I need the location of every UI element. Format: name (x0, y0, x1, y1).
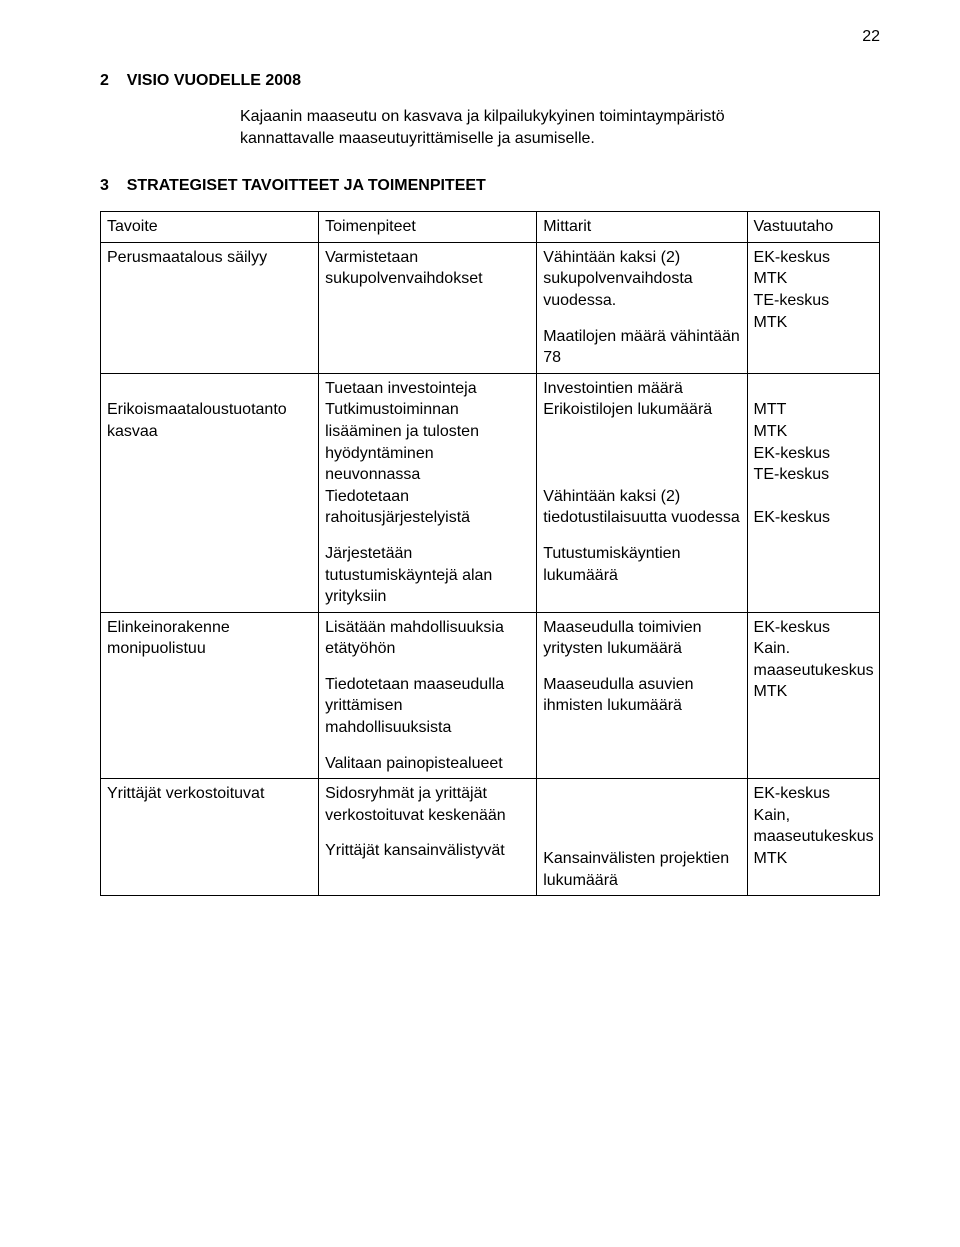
strategy-table: Tavoite Toimenpiteet Mittarit Vastuutaho… (100, 211, 880, 896)
cell-vastuutaho: EK-keskus Kain. maaseutukeskus MTK (747, 612, 879, 779)
section-number: 2 (100, 72, 109, 89)
metric-item: Erikoistilojen lukumäärä (543, 399, 740, 421)
col-tavoite: Tavoite (101, 212, 319, 243)
section-vision-title: 2 VISIO VUODELLE 2008 (100, 72, 880, 90)
metric-item: Maaseudulla asuvien ihmisten lukumäärä (543, 674, 740, 717)
owner-block: EK-keskus Kain. maaseutukeskus MTK (754, 617, 873, 703)
owner-block: EK-keskus Kain, maaseutukeskus MTK (754, 783, 873, 869)
action-item: Sidosryhmät ja yrittäjät verkostoituvat … (325, 783, 530, 826)
col-vastuutaho: Vastuutaho (747, 212, 879, 243)
cell-tavoite: Yrittäjät verkostoituvat (101, 779, 319, 896)
action-item: Tutkimustoiminnan lisääminen ja tulosten… (325, 399, 530, 485)
owner-line: MTK (754, 312, 873, 334)
metric-item: Kansainvälisten projektien lukumäärä (543, 848, 740, 891)
goal-text: Erikoismaataloustuotanto kasvaa (107, 399, 312, 442)
document-page: 22 2 VISIO VUODELLE 2008 Kajaanin maaseu… (0, 0, 960, 1247)
metric-item: Maaseudulla toimivien yritysten lukumäär… (543, 617, 740, 660)
cell-mittarit: Vähintään kaksi (2) sukupolvenvaihdosta … (537, 242, 747, 373)
action-item: Tiedotetaan maaseudulla yrittämisen mahd… (325, 674, 530, 739)
cell-vastuutaho: EK-keskus MTK TE-keskus MTK (747, 242, 879, 373)
cell-toimenpiteet: Varmistetaan sukupolvenvaihdokset (319, 242, 537, 373)
intro-paragraph: Kajaanin maaseutu on kasvava ja kilpailu… (240, 106, 820, 149)
col-mittarit: Mittarit (537, 212, 747, 243)
action-item: Lisätään mahdollisuuksia etätyöhön (325, 617, 530, 660)
col-toimenpiteet: Toimenpiteet (319, 212, 537, 243)
section-heading: STRATEGISET TAVOITTEET JA TOIMENPITEET (127, 177, 486, 194)
metric-item: Tutustumiskäyntien lukumäärä (543, 543, 740, 586)
cell-toimenpiteet: Lisätään mahdollisuuksia etätyöhön Tiedo… (319, 612, 537, 779)
action-item: Valitaan painopistealueet (325, 753, 530, 775)
table-header-row: Tavoite Toimenpiteet Mittarit Vastuutaho (101, 212, 880, 243)
owner-line: EK-keskus (754, 247, 873, 269)
page-number: 22 (862, 28, 880, 46)
cell-tavoite: Perusmaatalous säilyy (101, 242, 319, 373)
action-item: Tuetaan investointeja (325, 378, 530, 400)
cell-toimenpiteet: Sidosryhmät ja yrittäjät verkostoituvat … (319, 779, 537, 896)
action-item: Järjestetään tutustumiskäyntejä alan yri… (325, 543, 530, 608)
cell-tavoite: Elinkeinorakenne monipuolistuu (101, 612, 319, 779)
cell-mittarit: Kansainvälisten projektien lukumäärä (537, 779, 747, 896)
cell-vastuutaho: MTT MTK EK-keskus TE-keskus EK-keskus (747, 373, 879, 612)
table-row: Perusmaatalous säilyy Varmistetaan sukup… (101, 242, 880, 373)
cell-tavoite: Erikoismaataloustuotanto kasvaa (101, 373, 319, 612)
metric-item: Maatilojen määrä vähintään 78 (543, 326, 740, 369)
action-item: Tiedotetaan rahoitusjärjestelyistä (325, 486, 530, 529)
section-number: 3 (100, 177, 109, 194)
cell-mittarit: Investointien määrä Erikoistilojen lukum… (537, 373, 747, 612)
cell-toimenpiteet: Tuetaan investointeja Tutkimustoiminnan … (319, 373, 537, 612)
section-heading: VISIO VUODELLE 2008 (127, 72, 301, 89)
action-item: Varmistetaan sukupolvenvaihdokset (325, 247, 530, 290)
owner-line: MTK (754, 268, 873, 290)
table-row: Elinkeinorakenne monipuolistuu Lisätään … (101, 612, 880, 779)
table-row: Erikoismaataloustuotanto kasvaa Tuetaan … (101, 373, 880, 612)
metric-item: Vähintään kaksi (2) tiedotustilaisuutta … (543, 486, 740, 529)
owner-block: EK-keskus (754, 507, 873, 529)
owner-block: MTT MTK EK-keskus TE-keskus (754, 399, 873, 485)
section-strategy-title: 3 STRATEGISET TAVOITTEET JA TOIMENPITEET (100, 177, 880, 195)
metric-item: Vähintään kaksi (2) sukupolvenvaihdosta … (543, 247, 740, 312)
action-item: Yrittäjät kansainvälistyvät (325, 840, 530, 862)
cell-vastuutaho: EK-keskus Kain, maaseutukeskus MTK (747, 779, 879, 896)
table-row: Yrittäjät verkostoituvat Sidosryhmät ja … (101, 779, 880, 896)
metric-item: Investointien määrä (543, 378, 740, 400)
owner-line: TE-keskus (754, 290, 873, 312)
cell-mittarit: Maaseudulla toimivien yritysten lukumäär… (537, 612, 747, 779)
